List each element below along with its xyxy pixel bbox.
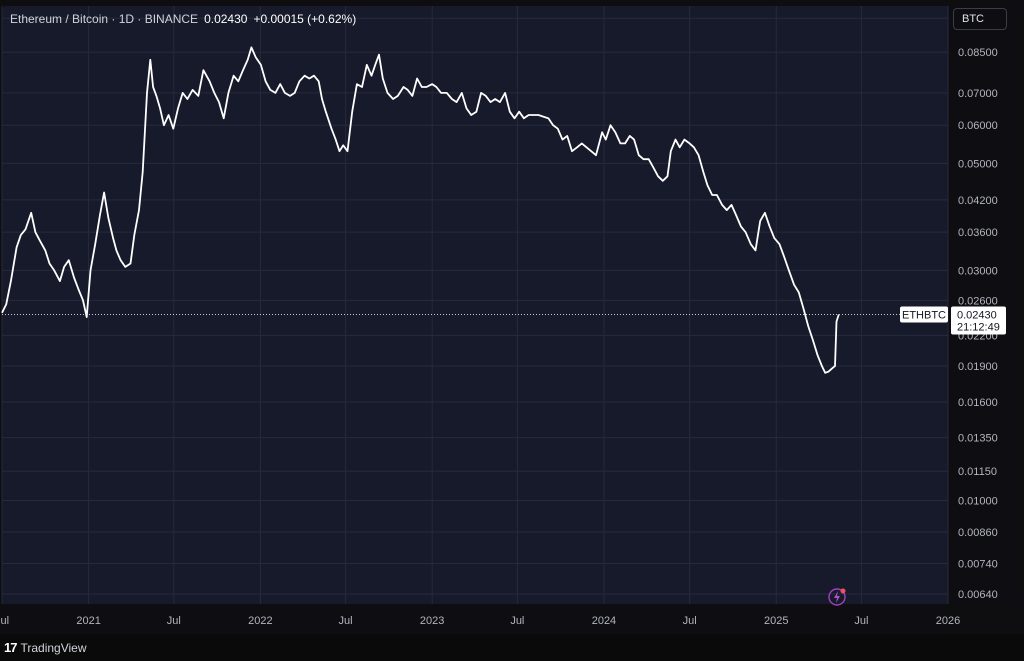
symbol-title[interactable]: Ethereum / Bitcoin · 1D · BINANCE [10,12,199,26]
price-change: +0.00015 (+0.62%) [253,12,357,26]
time-axis[interactable] [2,604,948,634]
y-tick-label: 0.04200 [958,195,998,207]
y-tick-label: 0.02600 [958,295,998,307]
currency-button[interactable]: BTC [953,8,1007,30]
x-tick-label: 2024 [592,615,616,627]
price-tag-symbol-box [900,306,948,323]
y-tick-labels: 0.100000.085000.070000.060000.050000.042… [958,13,998,601]
x-tick-label: 2023 [420,615,444,627]
x-tick-label: 2026 [936,615,960,627]
x-tick-label: 2022 [248,615,272,627]
tradingview-logo[interactable]: 17 TradingView [4,640,87,655]
y-tick-label: 0.08500 [958,47,998,59]
x-tick-label: Jul [167,615,181,627]
symbol-header: Ethereum / Bitcoin · 1D · BINANCE 0.0243… [10,12,356,26]
y-tick-label: 0.01150 [958,466,997,478]
price-tag-symbol: ETHBTC [902,310,946,322]
x-tick-label: Jul [683,615,697,627]
last-price: 0.02430 [204,12,248,26]
tradingview-logo-icon: 17 [4,640,18,655]
y-tick-label: 0.07000 [958,88,998,100]
x-tick-label: Jul [0,615,9,627]
y-tick-label: 0.01900 [958,361,998,373]
flash-icon[interactable] [827,587,847,607]
price-tag-box [951,306,1006,335]
x-tick-label: Jul [339,615,353,627]
y-tick-label: 0.03000 [958,265,998,277]
y-tick-label: 0.01350 [958,433,998,445]
y-tick-label: 0.01600 [958,397,998,409]
price-axis[interactable] [948,6,1018,604]
tradingview-brand: TradingView [20,640,87,655]
x-tick-label: Jul [854,615,868,627]
currency-label: BTC [962,13,984,25]
y-tick-label: 0.03600 [958,227,998,239]
x-tick-labels: Jul 2021 Jul 2022 Jul 2023 Jul 2024 Jul 2025 Jul 20… [0,615,960,627]
price-tag-countdown: 21:12:49 [957,322,1000,334]
y-tick-label: 0.05000 [958,158,998,170]
price-tag-price: 0.02430 [957,310,997,322]
x-tick-label: 2025 [764,615,788,627]
footer-bar [0,634,1024,661]
y-tick-label: 0.00740 [958,559,998,571]
y-tick-label: 0.00640 [958,589,998,601]
y-tick-label: 0.00860 [958,527,998,539]
x-tick-label: Jul [510,615,524,627]
price-tag: ETHBTC 0.02430 21:12:49 [900,306,1006,335]
grid-lines [1,6,949,604]
series-line-ethbtc [1,46,840,374]
y-tick-label: 0.06000 [958,120,998,132]
y-tick-label: 0.01000 [958,495,998,507]
x-tick-label: 2021 [76,615,100,627]
